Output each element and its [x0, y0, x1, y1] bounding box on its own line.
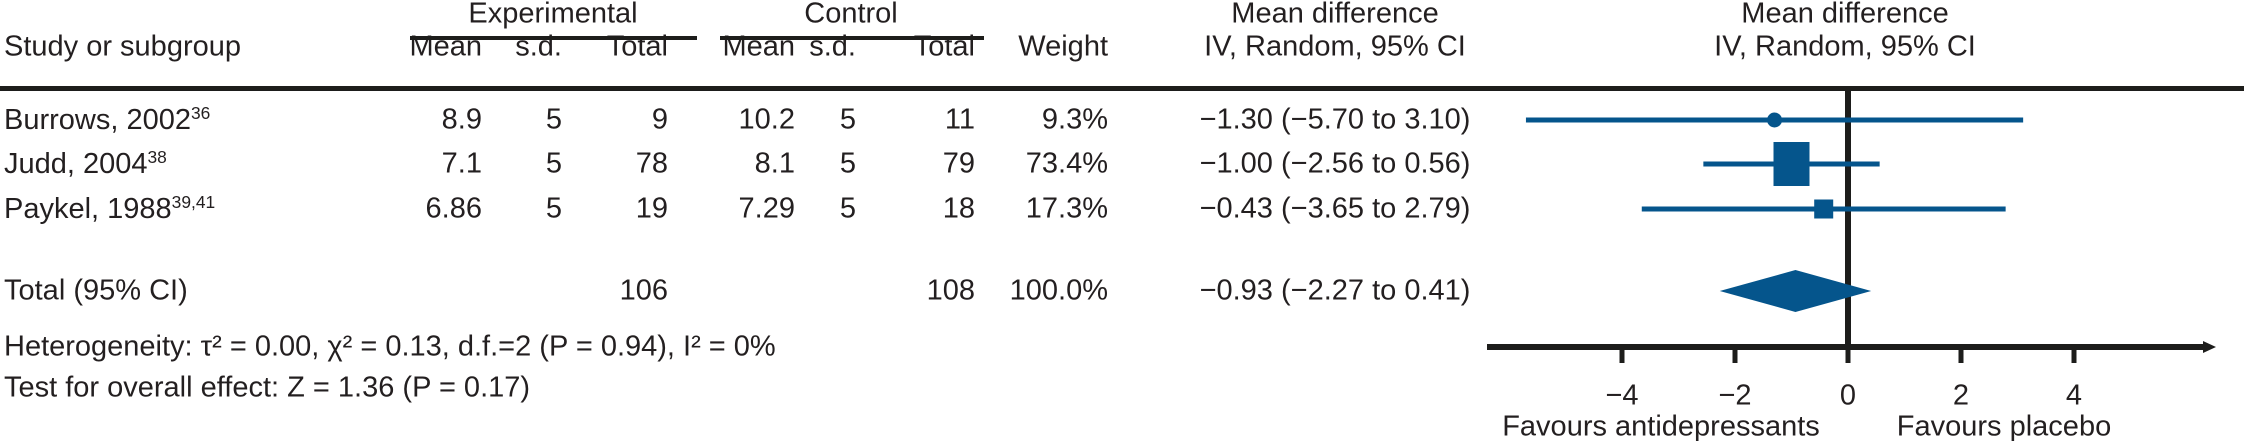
experimental-group-header: Experimental — [468, 0, 638, 30]
axis-tick-label: −2 — [1718, 379, 1752, 412]
table-cell-ctrl-total: 11 — [944, 103, 975, 136]
table-cell-exp-total: 19 — [635, 192, 668, 225]
favours-left-label: Favours antidepressants — [1502, 410, 1820, 441]
axis-tick — [1732, 347, 1738, 363]
header-rule — [0, 86, 2244, 91]
table-cell-exp-sd: 5 — [545, 103, 562, 136]
study-label: Judd, 200438 — [4, 147, 167, 180]
heterogeneity-stats: Heterogeneity: τ² = 0.00, χ² = 0.13, d.f… — [4, 330, 776, 363]
plot-subtitle: IV, Random, 95% CI — [1714, 30, 1976, 63]
table-cell-ctrl-mean: 10.2 — [738, 103, 795, 136]
weight-header: Weight — [1018, 30, 1108, 63]
table-cell-md-ci: −1.00 (−2.56 to 0.56) — [1199, 147, 1471, 180]
table-cell-ctrl-sd: 5 — [839, 147, 856, 180]
total-row-label: Total (95% CI) — [4, 274, 188, 307]
total-md-ci: −0.93 (−2.27 to 0.41) — [1199, 274, 1471, 307]
md-column-header: Mean difference — [1231, 0, 1439, 30]
zero-line — [1845, 91, 1851, 347]
study-column-header: Study or subgroup — [4, 30, 241, 63]
point-estimate-square — [1773, 142, 1810, 186]
total-exp-n: 106 — [619, 274, 668, 307]
study-label: Paykel, 198839,41 — [4, 192, 216, 225]
table-cell-ctrl-sd: 5 — [839, 192, 856, 225]
table-cell-exp-sd: 5 — [545, 192, 562, 225]
table-cell-exp-total: 9 — [651, 103, 668, 136]
table-cell-weight: 9.3% — [1041, 103, 1108, 136]
axis-tick-label: 0 — [1839, 379, 1857, 412]
table-cell-weight: 17.3% — [1025, 192, 1108, 225]
axis-tick — [1845, 347, 1851, 363]
table-cell-ctrl-sd: 5 — [839, 103, 856, 136]
table-cell-exp-mean: 8.9 — [441, 103, 482, 136]
total-ctrl-n: 108 — [926, 274, 975, 307]
table-cell-ctrl-mean: 7.29 — [738, 192, 795, 225]
control-group-header: Control — [804, 0, 898, 30]
experimental-underline — [410, 36, 697, 40]
point-estimate-circle — [1767, 112, 1783, 128]
study-label: Burrows, 200236 — [4, 103, 211, 136]
axis-tick — [1958, 347, 1964, 363]
table-cell-ctrl-total: 79 — [942, 147, 975, 180]
table-cell-md-ci: −1.30 (−5.70 to 3.10) — [1199, 103, 1471, 136]
axis-tick-label: −4 — [1605, 379, 1639, 412]
axis-tick — [1619, 347, 1625, 363]
table-cell-md-ci: −0.43 (−3.65 to 2.79) — [1199, 192, 1471, 225]
table-cell-ctrl-total: 18 — [942, 192, 975, 225]
axis-tick-label: 2 — [1952, 379, 1970, 412]
table-cell-exp-total: 78 — [635, 147, 668, 180]
plot-title: Mean difference — [1741, 0, 1949, 30]
table-cell-exp-mean: 7.1 — [441, 147, 482, 180]
favours-right-label: Favours placebo — [1896, 410, 2112, 441]
md-column-subheader: IV, Random, 95% CI — [1204, 30, 1466, 63]
point-estimate-square — [1814, 199, 1834, 219]
x-axis-line — [1487, 344, 2203, 350]
axis-arrow — [2203, 341, 2216, 353]
table-cell-exp-sd: 5 — [545, 147, 562, 180]
axis-tick-label: 4 — [2065, 379, 2083, 412]
table-cell-exp-mean: 6.86 — [425, 192, 482, 225]
total-weight: 100.0% — [1009, 274, 1108, 307]
pooled-diamond — [1719, 270, 1872, 312]
overall-effect-stats: Test for overall effect: Z = 1.36 (P = 0… — [4, 371, 531, 404]
table-cell-weight: 73.4% — [1025, 147, 1108, 180]
table-cell-ctrl-mean: 8.1 — [754, 147, 795, 180]
axis-tick — [2071, 347, 2077, 363]
control-underline — [720, 36, 984, 40]
